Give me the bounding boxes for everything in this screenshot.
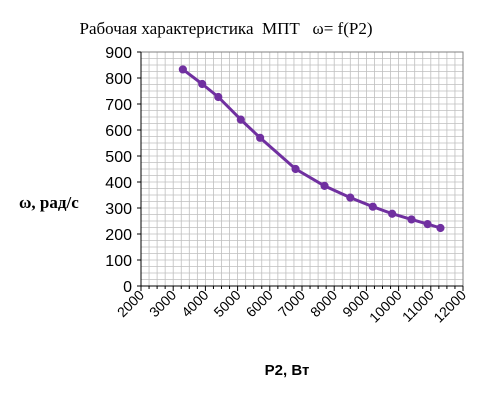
data-point [388, 209, 397, 218]
y-axis-ticks: 0 100 200 300 400 500 600 700 800 900 [105, 45, 141, 296]
y-tick-label: 700 [105, 97, 132, 114]
x-tick-label: 11000 [399, 287, 437, 325]
chart-title: Рабочая характеристика МПТ ω= f(P2) [80, 19, 373, 38]
y-tick-label: 500 [105, 149, 132, 166]
y-tick-label: 100 [105, 253, 132, 270]
y-tick-label: 400 [105, 175, 132, 192]
data-point [368, 202, 377, 211]
y-tick-label: 900 [105, 45, 132, 62]
y-tick-label: 300 [105, 201, 132, 218]
x-axis-ticks: 2000300040005000600070008000900010000110… [114, 286, 469, 326]
y-tick-label: 600 [105, 123, 132, 140]
data-point [291, 164, 300, 174]
x-tick-label: 2000 [114, 287, 147, 320]
x-tick-label: 12000 [430, 287, 469, 326]
y-tick-label: 0 [123, 279, 132, 296]
x-tick-label: 6000 [243, 287, 276, 320]
x-tick-label: 5000 [210, 287, 243, 320]
x-tick-label: 7000 [275, 287, 308, 320]
data-point [346, 193, 355, 202]
data-point [407, 215, 416, 224]
x-tick-label: 4000 [178, 287, 211, 320]
data-point [436, 223, 445, 233]
x-tick-label: 8000 [307, 287, 340, 320]
x-tick-label: 10000 [366, 287, 405, 326]
data-point [198, 79, 207, 89]
plot-grid [140, 51, 464, 287]
data-point [423, 220, 432, 229]
y-axis-label: ω, рад/с [19, 193, 79, 212]
series-group [178, 65, 445, 233]
data-point [320, 181, 329, 190]
x-tick-label: 3000 [146, 287, 179, 320]
data-point [178, 65, 187, 74]
x-axis-label: P2, Вт [265, 362, 310, 379]
data-point [236, 115, 245, 124]
y-tick-label: 800 [105, 71, 132, 88]
y-tick-label: 200 [105, 227, 132, 244]
data-point [214, 92, 223, 102]
data-point [256, 133, 265, 142]
